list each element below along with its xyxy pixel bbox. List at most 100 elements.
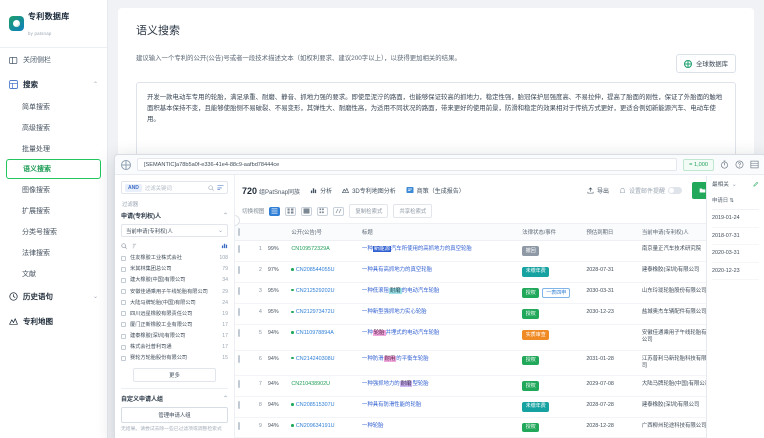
export-button[interactable]: 导出 — [587, 186, 609, 195]
patent-title-cell[interactable]: 一种强抓地力的耐磨型轮胎 — [358, 375, 520, 397]
checkbox[interactable] — [121, 255, 126, 261]
table-row[interactable]: 1 99% CN109572329A 一种新能源汽车所使用的高抓地力的真空轮胎 撤回 南京… — [235, 240, 764, 262]
sort-control[interactable]: 最相关 ⌄ — [712, 180, 759, 192]
checkbox[interactable] — [238, 228, 240, 236]
checkbox[interactable] — [238, 380, 240, 389]
analysis-button[interactable]: 分析 — [310, 186, 332, 195]
publication-number-cell[interactable]: CN212529202U — [288, 282, 359, 305]
search-icon[interactable] — [121, 242, 127, 249]
publication-number-cell[interactable]: CN110978894A — [288, 324, 359, 351]
view-compare-icon[interactable] — [333, 206, 345, 216]
publication-number-cell[interactable]: CN212973472U — [288, 303, 359, 325]
patent-title-cell[interactable]: 一种低滚阻耐磨的电动汽车轮胎 — [358, 282, 520, 305]
manage-applicant-group-button[interactable]: 管理申请人组 — [121, 407, 228, 424]
patent-title-link[interactable]: 一种低滚阻耐磨的电动汽车轮胎 — [361, 287, 440, 294]
row-checkbox-cell[interactable] — [235, 324, 250, 351]
email-alert-toggle[interactable] — [667, 186, 682, 194]
table-row[interactable]: 3 95% CN212529202U 一种低滚阻耐磨的电动汽车轮胎 授权 一表四申 2030… — [235, 282, 764, 305]
view-card-icon[interactable] — [285, 206, 297, 216]
patent-title-link[interactable]: 一种新型强抓地力实心轮胎 — [361, 309, 427, 316]
filter-applicant-header[interactable]: 申请(专利权)人 ⌃ — [121, 211, 228, 220]
publication-number-cell[interactable]: CN209634191U — [288, 417, 359, 438]
copy-query-button[interactable]: 复制检索式 — [349, 204, 389, 218]
table-row[interactable]: 6 94% CN214240308U 一种防滑耐用的平衡车轮胎 授权 2031-01-28… — [235, 350, 764, 377]
patent-title-cell[interactable]: 一种新能源汽车所使用的高抓地力的真空轮胎 — [358, 240, 520, 262]
patent-title-link[interactable]: 一种轮胎并埋式的电动汽车轮胎 — [361, 330, 440, 336]
patent-title-cell[interactable]: 一种防滑耐用的平衡车轮胎 — [358, 350, 520, 377]
search-icon[interactable] — [208, 184, 214, 191]
sidebar-item-expanded-search[interactable]: 扩展搜索 — [0, 200, 107, 221]
publication-number-link[interactable]: CN210438902U — [291, 381, 331, 388]
patent-title-link[interactable]: 一种强抓地力的耐磨型轮胎 — [361, 381, 429, 388]
table-row[interactable]: 2 97% CN208544055U 一种具有高抓地力的真空轮胎 未缴年费 2028-07… — [235, 261, 764, 283]
row-checkbox-cell[interactable] — [235, 261, 250, 283]
table-row[interactable]: 8 94% CN208515307U 一种具有防滑性能的轮胎 未缴年费 2028-07-2… — [235, 396, 764, 418]
checkbox[interactable] — [238, 308, 240, 317]
publication-number-link[interactable]: CN109572329A — [291, 246, 330, 252]
patent-title-link[interactable]: 一种新能源汽车所使用的高抓地力的真空轮胎 — [361, 246, 472, 252]
publication-number-link[interactable]: CN209634191U — [295, 422, 335, 429]
checkbox[interactable] — [238, 421, 240, 430]
sort-az-icon[interactable] — [132, 243, 138, 249]
global-database-button[interactable]: 全球数据库 — [676, 54, 736, 73]
table-row[interactable]: 4 95% CN212973472U 一种新型强抓地力实心轮胎 授权 2030-12-23… — [235, 303, 764, 325]
sidebar-item-image-search[interactable]: 图像搜索 — [0, 179, 107, 200]
checkbox[interactable] — [238, 400, 240, 409]
row-checkbox-cell[interactable] — [235, 396, 250, 418]
filter-row[interactable]: 建大橡胶(中国)有限公司 34 — [121, 275, 228, 286]
filter-row[interactable]: 米其林集团总公司 79 — [121, 264, 228, 275]
checkbox[interactable] — [238, 265, 240, 274]
row-checkbox-cell[interactable] — [235, 417, 250, 438]
report-button[interactable]: 商策（生成报告） — [406, 186, 465, 195]
publication-number-link[interactable]: CN208515307U — [295, 401, 335, 408]
stopwatch-icon[interactable] — [720, 160, 729, 169]
patent-title-link[interactable]: 一种具有高抓地力的真空轮胎 — [361, 266, 433, 273]
filter-row[interactable]: 株式会社普利司通 17 — [121, 342, 228, 353]
row-checkbox-cell[interactable] — [235, 303, 250, 325]
checkbox[interactable] — [121, 289, 126, 295]
patent-title-link[interactable]: 一种防滑耐用的平衡车轮胎 — [361, 355, 429, 362]
bar-chart-icon[interactable] — [221, 242, 228, 249]
patent-title-cell[interactable]: 一种具有高抓地力的真空轮胎 — [358, 261, 520, 283]
app-logo[interactable]: 专利数据库 by patsnap — [0, 0, 107, 46]
sidebar-item-legal-search[interactable]: 法律搜索 — [0, 242, 107, 263]
view-grid-icon[interactable] — [317, 206, 329, 216]
custom-group-header[interactable]: 自定义申请人组 ⌃ — [121, 394, 228, 403]
row-checkbox-cell[interactable] — [235, 350, 250, 377]
publication-number-link[interactable]: CN212973472U — [295, 309, 335, 316]
publication-number-cell[interactable]: CN210438902U — [288, 375, 359, 397]
map-3d-analysis-button[interactable]: 3D专利地图分析 — [342, 186, 396, 195]
publication-number-cell[interactable]: CN208544055U — [288, 261, 359, 283]
checkbox[interactable] — [121, 300, 126, 306]
collapse-sidebar-button[interactable]: 关闭侧栏 — [0, 48, 107, 72]
column-header-title[interactable]: 标题 — [358, 224, 520, 241]
patent-title-cell[interactable]: 一种轮胎并埋式的电动汽车轮胎 — [358, 324, 520, 351]
sidebar-item-semantic-search[interactable]: 语义搜索 — [0, 159, 107, 179]
sidebar-item-simple-search[interactable]: 简单搜索 — [0, 96, 107, 117]
filter-row[interactable]: 建泰橡胶(深圳)有限公司 17 — [121, 331, 228, 342]
filter-applicant-select[interactable]: 当前申请(专利权)人 ⌄ — [121, 224, 228, 237]
column-header-publication[interactable]: 公开(公告)号 — [288, 224, 359, 241]
window-url-field[interactable]: [SEMANTIC]a78b5a0f-e336-41e4-88c9-aafbd7… — [137, 158, 678, 171]
row-checkbox-cell[interactable] — [235, 240, 250, 262]
patent-title-cell[interactable]: 一种具有防滑性能的轮胎 — [358, 396, 520, 418]
column-header-applicant[interactable]: 当前申请(专利权)人 — [638, 224, 716, 241]
row-checkbox-cell[interactable] — [235, 282, 250, 305]
checkbox[interactable] — [121, 266, 126, 272]
checkbox[interactable] — [121, 355, 126, 361]
patent-title-cell[interactable]: 一种轮胎 — [358, 417, 520, 438]
filter-row[interactable]: 住友橡胶工业株式会社 108 — [121, 253, 228, 264]
sidebar-item-literature[interactable]: 文献 — [0, 263, 107, 284]
patent-title-link[interactable]: 一种轮胎 — [361, 422, 384, 429]
publication-number-link[interactable]: CN110978894A — [295, 330, 334, 336]
and-operator-tag[interactable]: AND — [125, 183, 142, 192]
checkbox[interactable] — [238, 354, 240, 363]
row-checkbox-cell[interactable] — [235, 375, 250, 397]
filter-row[interactable]: 安徽佳通乘用子午线轮胎有限公司 29 — [121, 286, 228, 297]
filter-row[interactable]: 大陆马牌轮胎(中国)有限公司 24 — [121, 298, 228, 309]
sidebar-item-batch-process[interactable]: 批量处理 — [0, 138, 107, 159]
help-icon[interactable] — [735, 160, 744, 169]
patent-title-link[interactable]: 一种具有防滑性能的轮胎 — [361, 401, 422, 408]
filter-row[interactable]: 赛轮方轮胎股份有限公司 15 — [121, 353, 228, 364]
patent-title-cell[interactable]: 一种新型强抓地力实心轮胎 — [358, 303, 520, 325]
